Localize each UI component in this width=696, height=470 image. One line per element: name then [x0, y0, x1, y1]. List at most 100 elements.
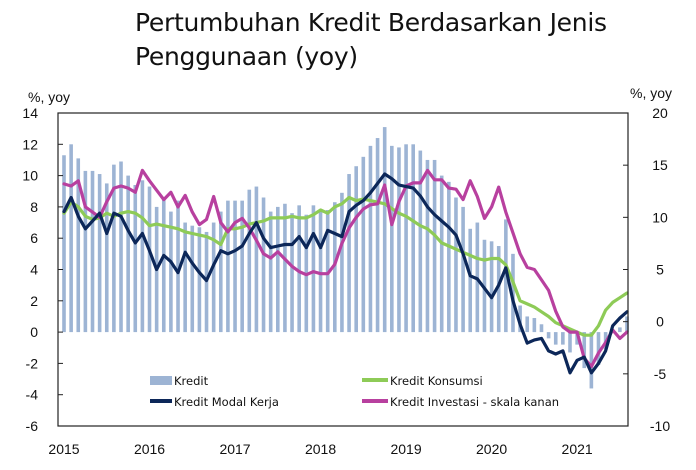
- bar-kredit: [261, 197, 266, 333]
- x-tick-label: 2020: [476, 441, 507, 457]
- bar-kredit: [147, 186, 152, 333]
- bar-kredit: [618, 327, 622, 333]
- bar-kredit: [461, 206, 465, 333]
- bar-kredit: [468, 228, 473, 333]
- left-tick-label: 12: [22, 136, 38, 152]
- bar-kredit: [525, 316, 530, 333]
- bar-kredit: [268, 211, 273, 333]
- bar-kredit: [511, 253, 515, 333]
- bar-kredit: [447, 181, 451, 333]
- legend-label-konsumsi: Kredit Konsumsi: [390, 374, 483, 388]
- bar-kredit: [247, 189, 252, 333]
- bar-kredit: [568, 332, 572, 353]
- left-tick-label: 8: [30, 199, 38, 215]
- bar-kredit: [190, 225, 195, 333]
- right-tick-label: 10: [652, 209, 668, 225]
- x-tick-label: 2021: [562, 441, 593, 457]
- bar-kredit: [140, 180, 145, 333]
- bar-kredit: [418, 150, 423, 333]
- bar-kredit: [411, 144, 416, 333]
- left-tick-label: 10: [22, 168, 38, 184]
- bar-kredit: [211, 222, 216, 333]
- bar-kredit: [368, 145, 373, 333]
- left-tick-label: -4: [26, 387, 39, 403]
- left-tick-label: 14: [22, 105, 38, 121]
- bar-kredit: [561, 332, 565, 345]
- bar-kredit: [553, 332, 558, 345]
- bar-kredit: [112, 164, 116, 333]
- bar-kredit: [90, 170, 95, 333]
- legend-label-kredit: Kredit: [174, 374, 209, 388]
- bar-kredit: [532, 318, 537, 333]
- bar-kredit: [439, 175, 444, 333]
- x-tick-label: 2016: [134, 441, 165, 457]
- bar-kredit: [297, 205, 301, 333]
- left-tick-label: 6: [30, 230, 38, 246]
- bar-kredit: [318, 211, 323, 333]
- left-tick-label: -2: [26, 355, 39, 371]
- left-tick-label: 0: [30, 324, 38, 340]
- bar-kredit: [133, 184, 138, 333]
- bar-kredit: [161, 199, 166, 333]
- bar-kredit: [496, 246, 501, 333]
- line-kredit-konsumsi: [62, 195, 629, 337]
- right-tick-label: 20: [652, 105, 668, 121]
- bar-kredit: [397, 147, 401, 333]
- bar-kredit: [169, 211, 173, 333]
- legend-label-modal-kerja: Kredit Modal Kerja: [174, 395, 279, 409]
- left-tick-label: -6: [26, 418, 39, 434]
- bar-kredit: [582, 332, 587, 369]
- lines: [62, 168, 629, 375]
- right-tick-label: 5: [656, 262, 664, 278]
- bar-kredit: [218, 211, 223, 333]
- bar-kredit: [546, 332, 551, 339]
- bar-kredit: [69, 144, 73, 333]
- bar-kredit: [104, 183, 109, 333]
- legend: Kredit Kredit Modal Kerja Kredit Konsums…: [150, 374, 559, 409]
- bar-kredit: [504, 219, 508, 333]
- chart-title-line2: Penggunaan (yoy): [135, 42, 358, 71]
- bar-kredit: [126, 175, 130, 333]
- bar-kredit: [390, 145, 394, 333]
- bar-kredit: [97, 174, 102, 333]
- bar-kredit: [240, 200, 244, 333]
- right-tick-label: 15: [652, 157, 668, 173]
- x-tick-label: 2015: [48, 441, 79, 457]
- chart-title-line1: Pertumbuhan Kredit Berdasarkan Jenis: [135, 8, 607, 37]
- bar-kredit: [62, 155, 66, 333]
- line-kredit-investasi--: [62, 168, 629, 369]
- left-tick-label: 4: [30, 262, 38, 278]
- bar-kredit: [176, 200, 180, 333]
- bar-kredit: [340, 192, 344, 333]
- bars-kredit: [62, 127, 629, 389]
- bar-kredit: [575, 332, 579, 345]
- legend-swatch-kredit: [150, 376, 172, 385]
- bar-kredit: [489, 241, 494, 333]
- bar-kredit: [432, 159, 437, 333]
- left-axis-label: %, yoy: [28, 89, 70, 105]
- bar-kredit: [325, 210, 330, 333]
- bar-kredit: [425, 159, 430, 333]
- bar-kredit: [283, 203, 287, 333]
- x-tick-label: 2017: [219, 441, 250, 457]
- bar-kredit: [361, 156, 366, 333]
- bar-kredit: [347, 174, 351, 333]
- bar-kredit: [119, 161, 123, 333]
- bar-kredit: [83, 170, 88, 333]
- bar-kredit: [333, 202, 337, 333]
- bar-kredit: [183, 222, 187, 333]
- x-tick-label: 2018: [305, 441, 336, 457]
- bar-kredit: [233, 200, 237, 333]
- legend-label-investasi: Kredit Investasi - skala kanan: [390, 395, 559, 409]
- bar-kredit: [539, 324, 544, 333]
- right-tick-label: 0: [656, 314, 664, 330]
- bar-kredit: [589, 332, 594, 389]
- bar-kredit: [76, 158, 81, 333]
- bar-kredit: [311, 205, 316, 333]
- bar-kredit: [197, 227, 202, 333]
- left-tick-label: 2: [30, 293, 38, 309]
- right-tick-label: -10: [650, 418, 670, 434]
- bar-kredit: [354, 166, 358, 333]
